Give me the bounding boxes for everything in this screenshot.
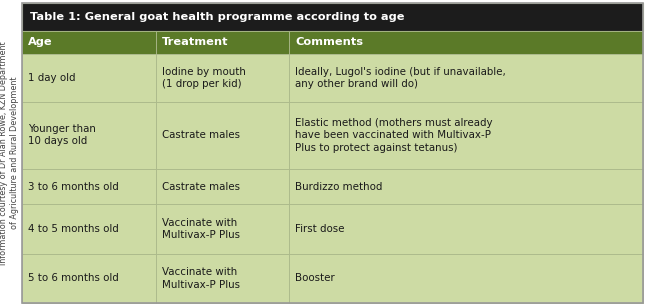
Text: Booster: Booster	[295, 273, 335, 283]
Text: Information courtesy of Dr Alan Rowe, KZN Department
of Agriculture and Rural De: Information courtesy of Dr Alan Rowe, KZ…	[0, 41, 19, 265]
Bar	[155, 169, 289, 204]
Text: 4 to 5 months old: 4 to 5 months old	[28, 224, 119, 234]
Bar	[155, 31, 289, 54]
Bar	[22, 102, 155, 169]
Text: Vaccinate with
Multivax-P Plus: Vaccinate with Multivax-P Plus	[161, 267, 239, 289]
Bar	[289, 204, 643, 254]
Bar	[289, 31, 643, 54]
Text: Comments: Comments	[295, 37, 363, 47]
Text: Treatment: Treatment	[161, 37, 228, 47]
Text: Iodine by mouth
(1 drop per kid): Iodine by mouth (1 drop per kid)	[161, 67, 245, 89]
Bar	[155, 204, 289, 254]
Text: Elastic method (mothers must already
have been vaccinated with Multivax-P
Plus t: Elastic method (mothers must already hav…	[295, 118, 493, 153]
Bar	[22, 254, 155, 303]
Bar	[155, 54, 289, 102]
Bar	[22, 169, 155, 204]
Text: Ideally, Lugol's iodine (but if unavailable,
any other brand will do): Ideally, Lugol's iodine (but if unavaila…	[295, 67, 506, 89]
Bar	[22, 54, 155, 102]
Bar	[289, 102, 643, 169]
Text: Table 1: General goat health programme according to age: Table 1: General goat health programme a…	[30, 12, 404, 22]
Bar	[155, 254, 289, 303]
Text: Younger than
10 days old: Younger than 10 days old	[28, 124, 96, 147]
Bar	[289, 254, 643, 303]
Bar	[22, 31, 155, 54]
Bar	[155, 102, 289, 169]
Text: Castrate males: Castrate males	[161, 181, 239, 192]
Text: 3 to 6 months old: 3 to 6 months old	[28, 181, 119, 192]
Text: Vaccinate with
Multivax-P Plus: Vaccinate with Multivax-P Plus	[161, 218, 239, 240]
Text: Age: Age	[28, 37, 53, 47]
Bar	[289, 169, 643, 204]
Bar	[22, 3, 643, 31]
Text: 5 to 6 months old: 5 to 6 months old	[28, 273, 119, 283]
Text: Castrate males: Castrate males	[161, 130, 239, 140]
Text: 1 day old: 1 day old	[28, 73, 75, 83]
Text: First dose: First dose	[295, 224, 344, 234]
Text: Burdizzo method: Burdizzo method	[295, 181, 382, 192]
Bar	[289, 54, 643, 102]
Bar	[22, 204, 155, 254]
